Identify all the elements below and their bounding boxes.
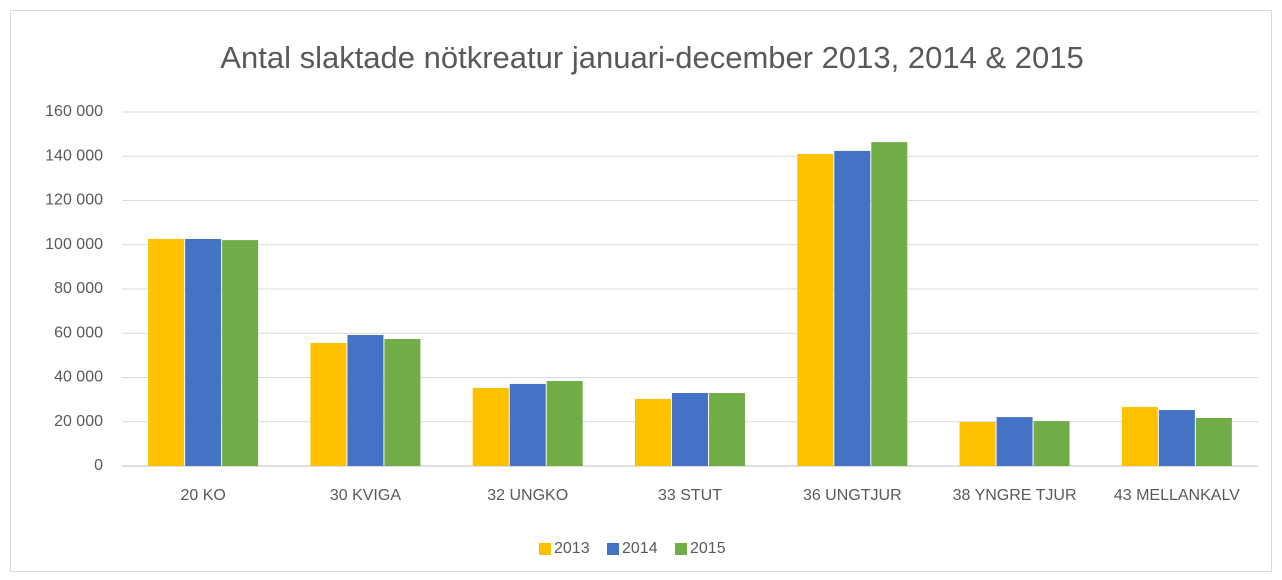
y-tick-label: 0 [94,457,103,474]
y-tick-label: 40 000 [54,369,103,386]
bar [672,392,708,466]
y-tick-label: 160 000 [45,103,103,120]
y-tick-label: 120 000 [45,192,103,209]
x-tick-label: 32 UNGKO [487,487,568,504]
chart-title: Antal slaktade nötkreatur januari-decemb… [220,40,1083,75]
y-tick-label: 140 000 [45,147,103,164]
bar [509,383,546,466]
bar [834,150,871,466]
y-tick-label: 20 000 [54,413,103,430]
legend-label: 2015 [690,540,726,557]
bar [384,339,421,466]
bar [1195,417,1232,466]
legend-label: 2014 [622,540,658,557]
y-tick-label: 100 000 [45,236,103,253]
bar [222,240,259,466]
bar [797,154,834,466]
y-tick-label: 80 000 [54,280,103,297]
legend-swatch [539,543,551,555]
bar [709,392,745,466]
bar [185,238,222,466]
bar [1158,410,1195,466]
bar [635,398,671,466]
x-tick-label: 43 MELLANKALV [1114,487,1240,504]
legend-swatch [607,543,619,555]
y-tick-label: 60 000 [54,324,103,341]
bar [310,342,347,466]
x-tick-label: 38 YNGRE TJUR [953,487,1077,504]
bar [1033,421,1070,466]
x-tick-label: 36 UNGTJUR [803,487,902,504]
bar [148,238,185,466]
bar [1121,406,1158,466]
bar [347,335,384,466]
x-tick-label: 33 STUT [658,487,722,504]
bar [996,417,1033,466]
legend-swatch [675,543,687,555]
bar [959,421,996,466]
x-tick-label: 20 KO [180,487,225,504]
bar [871,142,908,466]
bar [546,381,583,466]
x-tick-label: 30 KVIGA [330,487,401,504]
bar [472,387,509,466]
legend-label: 2013 [554,540,590,557]
